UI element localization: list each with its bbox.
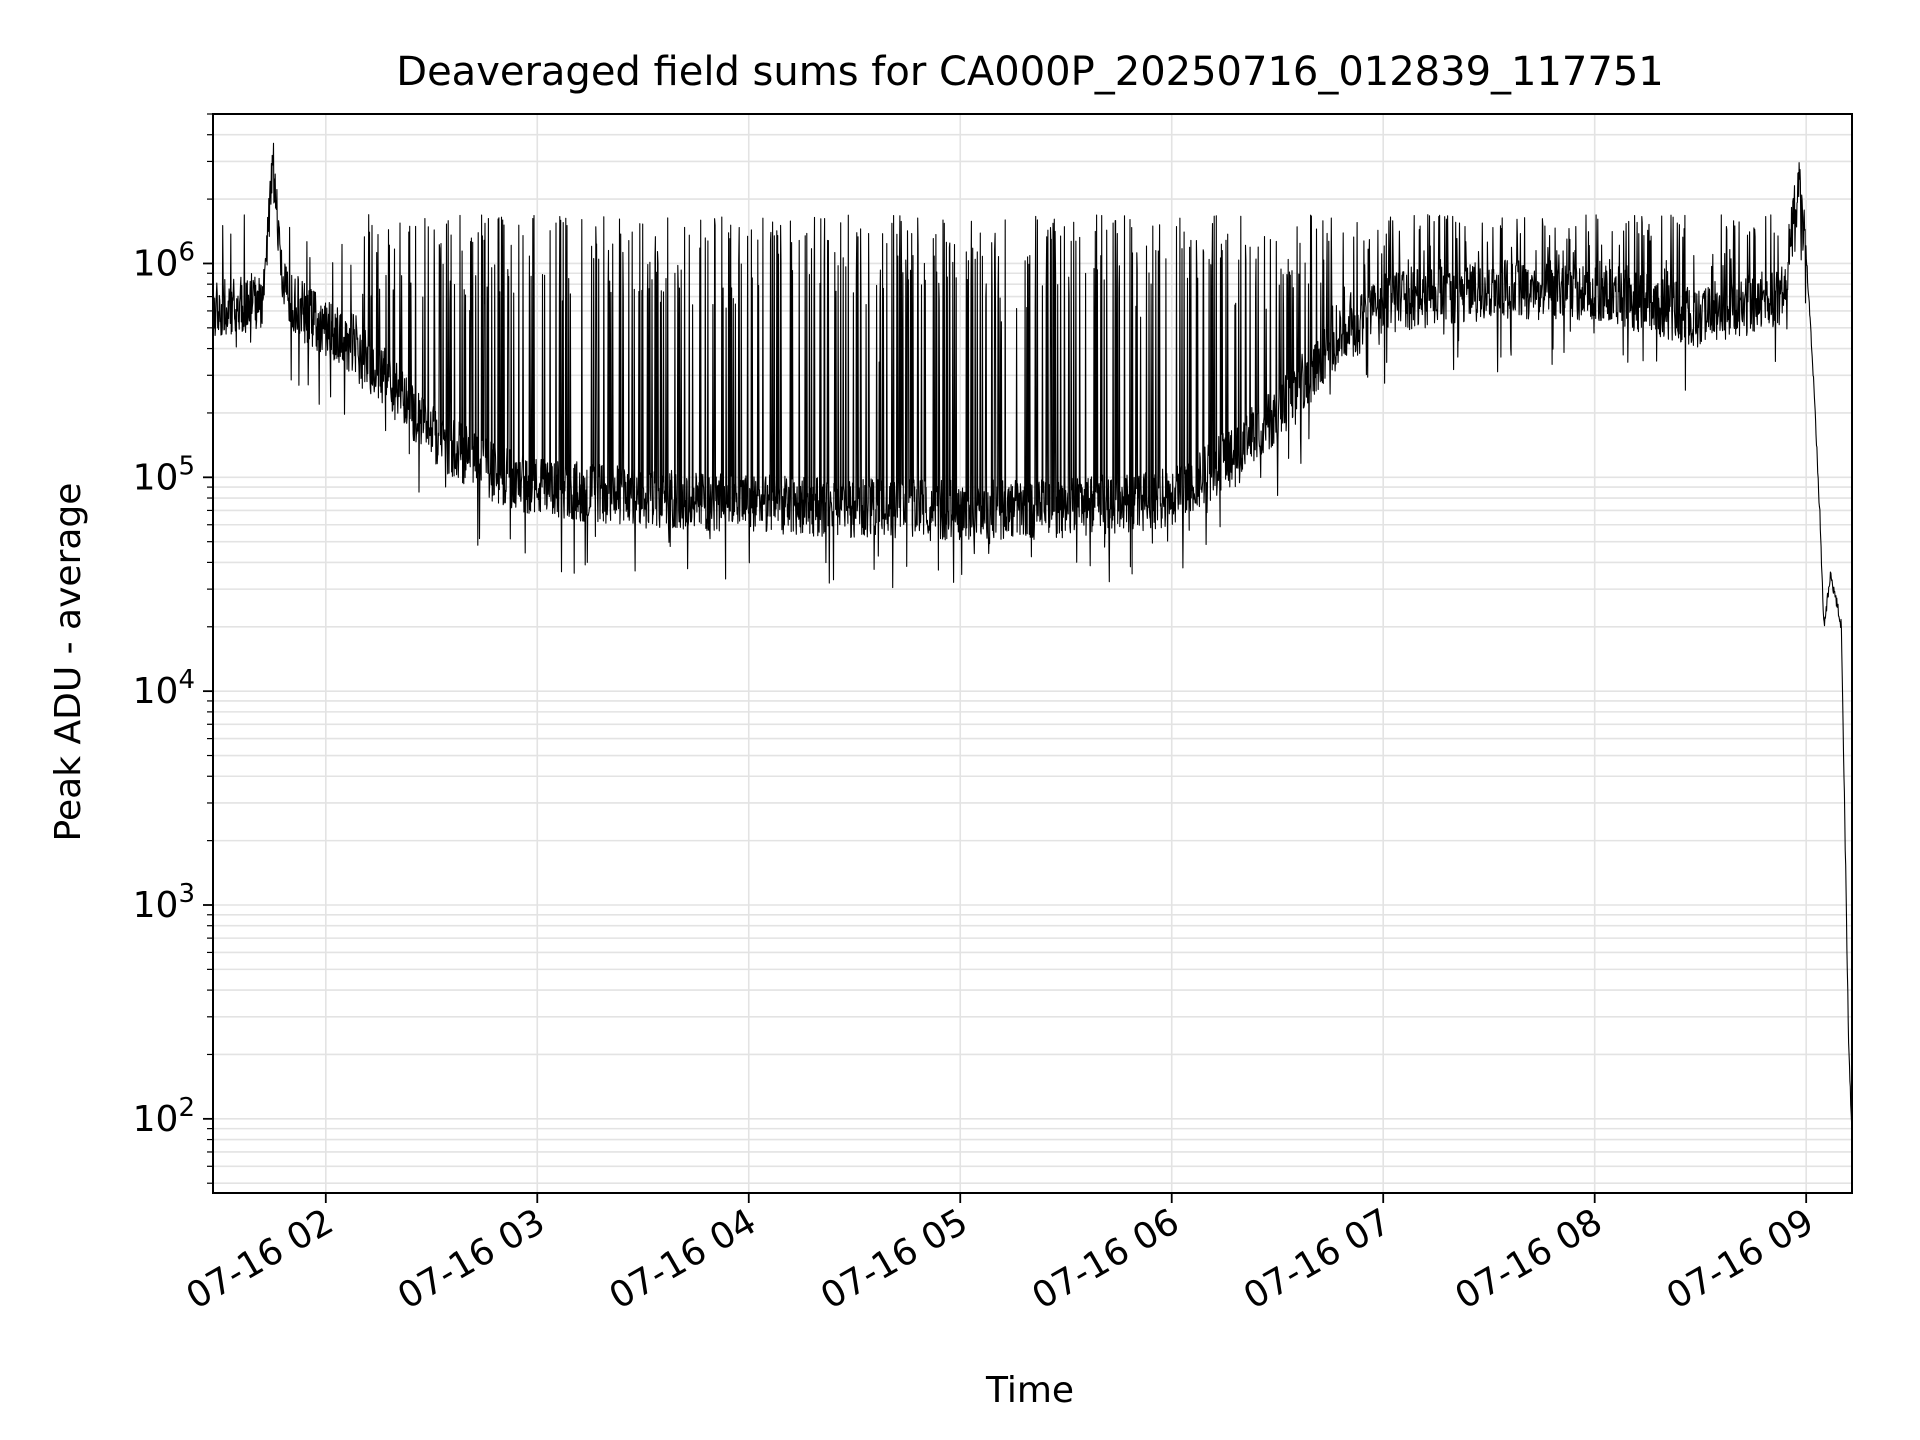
y-axis-label: Peak ADU - average — [48, 483, 89, 842]
y-tick-label: 106 — [133, 237, 195, 284]
series-layer — [212, 142, 1853, 1124]
y-tick-label: 103 — [133, 879, 195, 926]
y-tick-label: 105 — [133, 451, 195, 498]
x-tick-label: 07-16 07 — [1237, 1201, 1398, 1317]
chart-title: Deaveraged field sums for CA000P_2025071… — [396, 49, 1663, 95]
y-axis: 102 103 104 105 106 — [133, 113, 213, 1184]
series-line — [212, 142, 1853, 1124]
x-tick-label: 07-16 05 — [814, 1201, 975, 1317]
y-tick-label: 104 — [133, 665, 195, 712]
plot-frame — [212, 113, 1853, 1194]
x-axis: 07-16 02 07-16 03 07-16 04 07-16 05 07-16 06… — [180, 1193, 1821, 1318]
x-tick-label: 07-16 06 — [1026, 1201, 1187, 1317]
x-tick-label: 07-16 02 — [180, 1201, 341, 1317]
x-axis-label: Time — [985, 1370, 1074, 1411]
x-tick-label: 07-16 03 — [391, 1201, 552, 1317]
x-tick-label: 07-16 04 — [603, 1201, 764, 1317]
y-tick-label: 102 — [133, 1093, 195, 1140]
x-tick-label: 07-16 09 — [1660, 1201, 1821, 1317]
x-tick-label: 07-16 08 — [1449, 1201, 1610, 1317]
